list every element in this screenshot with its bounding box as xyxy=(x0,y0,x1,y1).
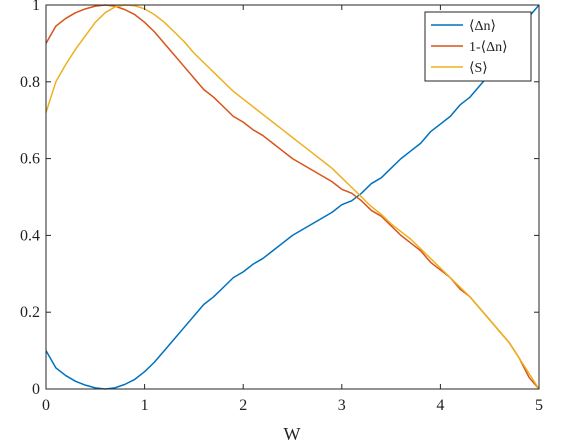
y-tick-label: 0.8 xyxy=(20,74,40,91)
x-tick-label: 0 xyxy=(42,397,50,414)
y-tick-label: 0.6 xyxy=(20,151,40,168)
y-tick-label: 0 xyxy=(32,381,40,398)
y-tick-label: 0.2 xyxy=(20,304,40,321)
x-tick-label: 3 xyxy=(338,397,346,414)
series-line-1 xyxy=(45,4,540,390)
axes-frame xyxy=(45,4,540,390)
legend-label-1: 1-⟨Δn⟩ xyxy=(469,40,508,55)
legend: ⟨Δn⟩ 1-⟨Δn⟩ ⟨S⟩ xyxy=(424,11,532,82)
x-tick-label: 2 xyxy=(239,397,247,414)
legend-label-2: ⟨S⟩ xyxy=(469,61,488,76)
y-tick-label: 1 xyxy=(32,0,40,14)
x-tick-label: 1 xyxy=(141,397,149,414)
axes-layer: 0 1 2 3 4 5 0 0.2 0.4 0.6 0.8 1 xyxy=(20,0,543,414)
legend-label-0: ⟨Δn⟩ xyxy=(469,19,496,34)
y-tick-label: 0.4 xyxy=(20,227,40,244)
x-tick-label: 5 xyxy=(535,397,543,414)
x-axis-label: W xyxy=(284,424,301,444)
x-tick-label: 4 xyxy=(436,397,444,414)
series-line-0 xyxy=(45,4,540,390)
